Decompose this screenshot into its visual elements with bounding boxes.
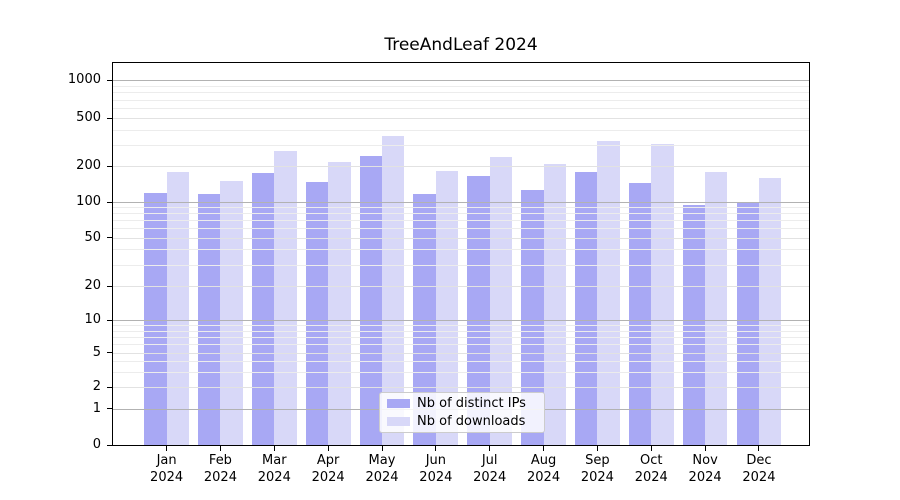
legend-row-downloads: Nb of downloads <box>380 414 544 429</box>
bar-jan-downloads <box>166 172 189 445</box>
x-tick-label-nov: Nov 2024 <box>688 453 722 485</box>
y-tick-label-5: 5 <box>92 344 101 360</box>
bar-nov-downloads <box>705 172 728 445</box>
bar-may-downloads <box>382 135 405 445</box>
y-tick-label-200: 200 <box>76 158 101 173</box>
x-tick-jul <box>489 446 491 451</box>
x-tick-label-feb: Feb 2024 <box>203 453 237 485</box>
bar-oct-distinct-ips <box>628 182 652 445</box>
bar-jan-distinct-ips <box>144 192 167 445</box>
bar-dec-distinct-ips <box>736 203 759 445</box>
y-tick-20 <box>107 285 112 287</box>
bar-mar-distinct-ips <box>251 172 275 445</box>
legend-swatch-downloads <box>387 417 410 426</box>
legend-swatch-distinct-ips <box>387 399 410 408</box>
y-tick-label-1000: 1000 <box>67 72 101 87</box>
x-tick-aug <box>543 446 545 451</box>
y-tick-0 <box>107 444 112 446</box>
y-tick-label-0: 0 <box>92 437 101 452</box>
gridline-minor-400 <box>113 129 809 131</box>
x-tick-label-jun: Jun 2024 <box>419 453 453 485</box>
bar-sep-downloads <box>597 141 620 445</box>
x-tick-label-jan: Jan 2024 <box>150 453 184 485</box>
y-tick-50 <box>107 237 112 239</box>
x-tick-oct <box>650 446 652 451</box>
legend-label-distinct-ips: Nb of distinct IPs <box>417 396 526 411</box>
bar-mar-downloads <box>274 151 297 445</box>
legend: Nb of distinct IPs Nb of downloads <box>379 392 545 433</box>
bar-nov-distinct-ips <box>682 205 706 445</box>
y-tick-label-100: 100 <box>76 194 101 209</box>
y-tick-label-2: 2 <box>92 379 101 394</box>
gridline-minor-800 <box>113 92 809 94</box>
bar-jun-distinct-ips <box>413 193 436 445</box>
gridline-minor-700 <box>113 99 809 101</box>
bar-jul-distinct-ips <box>467 175 490 445</box>
bar-dec-downloads <box>758 178 782 445</box>
x-tick-label-sep: Sep 2024 <box>580 453 614 485</box>
x-tick-jan <box>166 446 168 451</box>
x-tick-label-may: May 2024 <box>365 453 399 485</box>
y-tick-100 <box>107 201 112 203</box>
y-tick-1 <box>107 408 112 410</box>
bar-oct-downloads <box>651 144 674 445</box>
x-tick-apr <box>327 446 329 451</box>
plot-area: 0 1 2 5 10 20 50 100 200 500 1000 Jan 2024 Feb 2024 M… <box>68 62 810 485</box>
x-tick-label-aug: Aug 2024 <box>527 453 561 485</box>
y-tick-label-10: 10 <box>84 312 101 327</box>
y-tick-200 <box>107 165 112 167</box>
bar-feb-downloads <box>220 180 243 445</box>
y-tick-500 <box>107 117 112 119</box>
y-tick-5 <box>107 352 112 354</box>
x-tick-label-oct: Oct 2024 <box>634 453 668 485</box>
x-tick-may <box>381 446 383 451</box>
bar-jun-downloads <box>435 171 459 445</box>
legend-label-downloads: Nb of downloads <box>417 414 526 429</box>
y-tick-10 <box>107 319 112 321</box>
y-tick-label-500: 500 <box>76 110 101 125</box>
bar-aug-distinct-ips <box>521 189 544 445</box>
x-tick-mar <box>273 446 275 451</box>
x-tick-label-mar: Mar 2024 <box>257 453 291 485</box>
y-tick-label-50: 50 <box>84 229 101 245</box>
y-tick-label-1: 1 <box>92 400 101 416</box>
x-tick-label-apr: Apr 2024 <box>311 453 345 485</box>
x-tick-jun <box>435 446 437 451</box>
gridline-major-1000 <box>113 80 809 81</box>
gridline-minor-600 <box>113 108 809 109</box>
bar-sep-distinct-ips <box>575 172 598 445</box>
x-tick-dec <box>758 446 760 451</box>
y-tick-label-20: 20 <box>84 278 101 293</box>
bar-apr-downloads <box>328 161 351 445</box>
bar-feb-distinct-ips <box>198 193 221 445</box>
gridline-minor-300 <box>113 144 809 146</box>
x-tick-sep <box>596 446 598 451</box>
x-tick-nov <box>704 446 706 451</box>
gridline-200 <box>113 166 809 167</box>
x-tick-feb <box>219 446 221 451</box>
x-tick-label-dec: Dec 2024 <box>742 453 776 485</box>
legend-row-distinct-ips: Nb of distinct IPs <box>380 396 544 411</box>
bar-aug-downloads <box>543 164 566 445</box>
chart-title: TreeAndLeaf 2024 <box>384 35 538 55</box>
gridline-500 <box>113 118 809 119</box>
bar-apr-distinct-ips <box>305 181 329 445</box>
x-tick-label-jul: Jul 2024 <box>473 453 507 485</box>
y-tick-1000 <box>107 79 112 81</box>
y-tick-2 <box>107 386 112 388</box>
gridline-minor-900 <box>113 85 809 87</box>
